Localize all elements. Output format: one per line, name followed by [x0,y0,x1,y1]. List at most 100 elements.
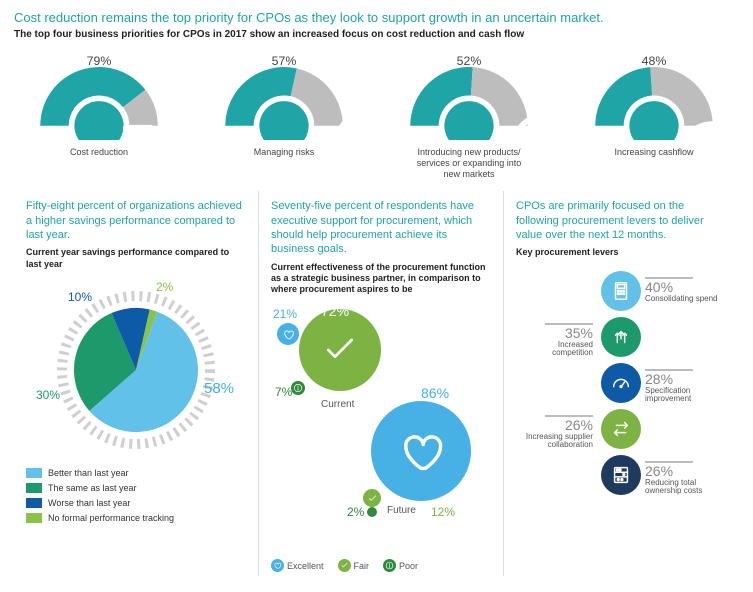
page-subtitle: The top four business priorities for CPO… [14,29,739,40]
col1-sub: Current year savings performance compare… [26,247,246,270]
legend-label: Worse than last year [48,498,130,508]
gauge-label: Cost reduction [14,147,184,177]
effectiveness-legend: Excellent Fair Poor [271,559,491,572]
column-levers: CPOs are primarily focused on the follow… [504,191,739,576]
heart-icon [271,559,284,572]
lever-label: Increasing supplier collaboration [516,433,593,451]
lever-row: 28% Specification improvement [516,361,727,407]
legend-item: No formal performance tracking [26,513,246,523]
current-future-diagram: 21% 72% 7% Current 86% 2% Future 12% [271,305,491,555]
three-column-row: Fifty-eight percent of organizations ach… [14,191,739,576]
gauge-icon [601,363,641,403]
legend-item: Poor [383,559,418,572]
bang-icon [383,559,396,572]
lever-body: 35% Increased competition [516,323,593,359]
column-savings: Fifty-eight percent of organizations ach… [14,191,259,576]
pie-callout-10: 10% [68,290,92,304]
lever-label: Consolidating spend [645,295,718,304]
future-fair-pct: 12% [431,505,455,519]
lever-row: 26% Increasing supplier collaboration [516,407,727,453]
pie-legend: Better than last year The same as last ye… [26,468,246,523]
lever-bar [645,277,693,279]
bang-icon [291,381,305,395]
gauge-label: Introducing new products/services or exp… [384,147,554,179]
gauge-label: Increasing cashflow [569,147,739,177]
legend-swatch [26,513,42,523]
lever-body: 28% Specification improvement [645,369,727,405]
current-poor-pct: 7% [275,385,292,399]
legend-label: Poor [399,561,418,571]
lever-row: 26% Reducing total ownership costs [516,453,727,499]
lever-pct: 35% [516,325,593,341]
legend-label: Fair [354,561,370,571]
gauge-dollar: 48% Increasing cashflow [569,50,739,179]
gauges-row: 79% Cost reduction 57% Managing risks 52… [14,50,739,179]
col1-title: Fifty-eight percent of organizations ach… [26,199,246,242]
svg-text:48%: 48% [642,54,667,68]
lever-body: 26% Increasing supplier collaboration [516,415,593,451]
legend-swatch [26,468,42,478]
col2-sub: Current effectiveness of the procurement… [271,262,491,296]
col3-sub: Key procurement levers [516,247,727,258]
heart-icon [277,323,299,345]
svg-text:57%: 57% [272,54,297,68]
future-caption: Future [387,505,416,516]
col3-title: CPOs are primarily focused on the follow… [516,199,727,242]
bang-icon [367,507,377,517]
lever-pct: 26% [516,417,593,433]
lever-body: 40% Consolidating spend [645,277,718,304]
lever-bar [645,461,693,463]
lever-label: Specification improvement [645,387,727,405]
infographic-root: Cost reduction remains the top priority … [0,0,753,586]
legend-swatch [26,498,42,508]
arrows-icon [601,317,641,357]
abacus-icon [601,455,641,495]
check-icon [299,309,381,391]
legend-item: Better than last year [26,468,246,478]
pie-callout-58: 58% [204,380,234,397]
current-fair-pct: 72% [321,303,349,319]
lever-pct: 40% [645,279,718,295]
lever-row: 40% Consolidating spend [516,269,727,315]
lever-row: 35% Increased competition [516,315,727,361]
pie-callout-2: 2% [156,280,173,294]
legend-item: Worse than last year [26,498,246,508]
legend-swatch [26,483,42,493]
heart-icon [371,401,471,501]
column-effectiveness: Seventy-five percent of respondents have… [259,191,504,576]
gauge-rocket: 52% Introducing new products/services or… [384,50,554,179]
check-icon [363,489,381,507]
gauge-tag: 79% Cost reduction [14,50,184,179]
legend-item: Fair [338,559,370,572]
pie-callout-30: 30% [36,388,60,402]
future-excellent-pct: 86% [421,385,449,401]
lever-body: 26% Reducing total ownership costs [645,461,727,497]
current-excellent-pct: 21% [273,307,297,321]
legend-item: The same as last year [26,483,246,493]
check-icon [338,559,351,572]
future-poor-pct: 2% [347,505,364,519]
svg-text:79%: 79% [87,54,112,68]
levers-list: 40% Consolidating spend 35% Increased co… [516,269,727,499]
legend-label: No formal performance tracking [48,513,174,523]
lever-bar [645,369,693,371]
pie-chart: 58% 30% 10% 2% [46,280,226,460]
calculator-icon [601,271,641,311]
page-title: Cost reduction remains the top priority … [14,10,739,25]
exchange-icon [601,409,641,449]
col2-title: Seventy-five percent of respondents have… [271,199,491,256]
legend-label: Better than last year [48,468,129,478]
lever-pct: 28% [645,371,727,387]
svg-text:52%: 52% [457,54,482,68]
lever-label: Increased competition [516,341,593,359]
legend-label: Excellent [287,561,324,571]
legend-label: The same as last year [48,483,137,493]
lever-pct: 26% [645,463,727,479]
lever-bar [545,323,593,325]
legend-item: Excellent [271,559,324,572]
gauge-label: Managing risks [199,147,369,177]
lever-bar [545,415,593,417]
lever-label: Reducing total ownership costs [645,479,727,497]
gauge-bolt: 57% Managing risks [199,50,369,179]
current-caption: Current [321,399,354,410]
